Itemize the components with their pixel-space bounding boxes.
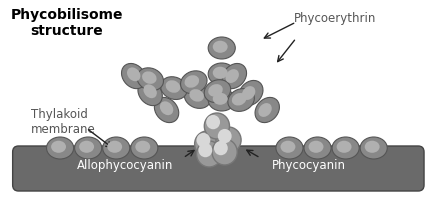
Ellipse shape	[218, 129, 232, 143]
Ellipse shape	[131, 137, 158, 159]
Ellipse shape	[154, 97, 179, 123]
Ellipse shape	[208, 89, 235, 111]
Ellipse shape	[332, 137, 359, 159]
Ellipse shape	[276, 137, 303, 159]
Ellipse shape	[138, 80, 162, 106]
Text: Allophycocyanin: Allophycocyanin	[77, 158, 173, 171]
Ellipse shape	[137, 68, 164, 91]
Ellipse shape	[127, 67, 140, 81]
Ellipse shape	[232, 93, 246, 106]
Ellipse shape	[79, 141, 94, 153]
Ellipse shape	[184, 75, 199, 88]
Ellipse shape	[213, 93, 228, 105]
Ellipse shape	[258, 103, 272, 117]
Ellipse shape	[75, 137, 102, 159]
Ellipse shape	[206, 115, 220, 129]
Text: Phycobilisome
structure: Phycobilisome structure	[11, 8, 123, 38]
Ellipse shape	[161, 77, 187, 99]
Ellipse shape	[238, 80, 263, 106]
Ellipse shape	[51, 141, 66, 153]
FancyBboxPatch shape	[13, 146, 424, 191]
Ellipse shape	[216, 127, 241, 153]
Ellipse shape	[135, 141, 150, 153]
Text: Phycoerythrin: Phycoerythrin	[295, 12, 377, 25]
Ellipse shape	[212, 139, 237, 165]
Ellipse shape	[195, 131, 220, 157]
Ellipse shape	[196, 133, 210, 147]
Ellipse shape	[143, 84, 157, 98]
Ellipse shape	[242, 86, 255, 100]
Ellipse shape	[226, 69, 239, 83]
Ellipse shape	[166, 80, 180, 93]
Ellipse shape	[213, 67, 228, 79]
Ellipse shape	[189, 89, 204, 102]
Ellipse shape	[214, 141, 228, 155]
Ellipse shape	[208, 63, 235, 85]
Ellipse shape	[360, 137, 387, 159]
Ellipse shape	[304, 137, 331, 159]
Ellipse shape	[184, 86, 211, 108]
Ellipse shape	[208, 37, 235, 59]
Ellipse shape	[337, 141, 351, 153]
Ellipse shape	[255, 97, 279, 123]
Ellipse shape	[213, 41, 228, 53]
Ellipse shape	[142, 71, 156, 84]
Ellipse shape	[309, 141, 323, 153]
Ellipse shape	[204, 113, 230, 139]
Ellipse shape	[280, 141, 295, 153]
Ellipse shape	[122, 63, 146, 89]
Ellipse shape	[204, 80, 231, 102]
Ellipse shape	[365, 141, 380, 153]
Ellipse shape	[46, 137, 74, 159]
Ellipse shape	[228, 89, 254, 111]
Ellipse shape	[208, 84, 223, 97]
Ellipse shape	[198, 143, 212, 157]
Ellipse shape	[107, 141, 122, 153]
Text: Thylakoid
membrane: Thylakoid membrane	[31, 108, 96, 136]
Ellipse shape	[222, 63, 246, 89]
Ellipse shape	[181, 71, 207, 94]
Ellipse shape	[197, 141, 222, 167]
Text: Phycocyanin: Phycocyanin	[272, 158, 346, 171]
Ellipse shape	[103, 137, 130, 159]
Ellipse shape	[160, 101, 173, 115]
